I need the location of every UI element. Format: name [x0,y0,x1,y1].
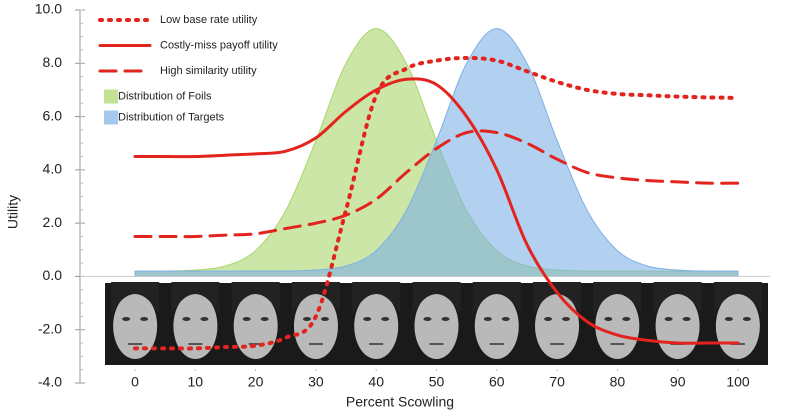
eye [140,317,149,321]
x-tick-label: 70 [549,374,565,390]
face-strip [105,282,768,365]
hair [713,282,762,314]
x-tick-label: 80 [610,374,626,390]
face [474,293,519,359]
legend-label: Costly-miss payoff utility [160,39,278,51]
x-tick-label: 0 [131,374,139,390]
y-tick-label: -2.0 [38,320,62,336]
distributions [134,28,739,277]
distribution-area [134,28,739,277]
hair [472,282,521,314]
hair [593,282,642,314]
y-tick-label: 0.0 [43,267,63,283]
eye [320,317,329,321]
legend-label: High similarity utility [160,65,257,77]
utility-line [133,77,740,345]
eye [363,317,372,321]
eye [182,317,191,321]
face [233,293,278,359]
eye [544,317,553,321]
hair [111,282,160,314]
x-tick-label: 60 [489,374,505,390]
hair [291,282,340,314]
y-tick-label: 4.0 [43,161,63,177]
face [293,293,338,359]
x-axis-label: Percent Scowling [346,394,454,410]
face [655,293,700,359]
legend-label: Distribution of Foils [118,90,212,102]
eye [501,317,510,321]
utility-line [133,129,740,239]
legend: Low base rate utility Costly-miss payoff … [98,14,278,125]
eye [724,317,733,321]
face [173,293,218,359]
legend-label: Distribution of Targets [118,111,225,123]
hair [231,282,280,314]
y-axis-label: Utility [5,195,21,229]
face [595,293,640,359]
eye [423,317,432,321]
eye [200,317,209,321]
hair [412,282,461,314]
utility-lines [133,55,740,351]
x-tick-label: 50 [429,374,445,390]
y-tick-label: 6.0 [43,107,63,123]
eye [381,317,390,321]
eye [604,317,613,321]
eye [664,317,673,321]
x-tick-label: 20 [248,374,264,390]
eye [441,317,450,321]
utility-line [133,55,740,351]
hair [171,282,220,314]
face [715,293,760,359]
legend-label: Low base rate utility [160,14,258,26]
face [414,293,459,359]
eye [302,317,311,321]
hair [352,282,401,314]
x-tick-label: 10 [188,374,204,390]
y-tick-label: 8.0 [43,54,63,70]
face [535,293,580,359]
hair [533,282,582,314]
eye [682,317,691,321]
y-tick-label: 10.0 [35,1,62,17]
axes: -4.0 -2.0 0.0 2.0 4.0 6.0 8.0 10.0 0 10 20 30 40 50 60… [35,1,770,390]
face [354,293,399,359]
eye [742,317,751,321]
eye [122,317,131,321]
face [113,293,158,359]
eye [622,317,631,321]
eye [483,317,492,321]
x-tick-label: 40 [368,374,384,390]
legend-swatch [104,89,118,104]
x-tick-label: 30 [308,374,324,390]
x-tick-label: 100 [726,374,750,390]
y-tick-label: 2.0 [43,214,63,230]
y-tick-label: -4.0 [38,374,62,390]
eye [562,317,571,321]
eye [242,317,251,321]
x-tick-label: 90 [670,374,686,390]
hair [653,282,702,314]
eye [260,317,269,321]
legend-swatch [104,110,118,125]
